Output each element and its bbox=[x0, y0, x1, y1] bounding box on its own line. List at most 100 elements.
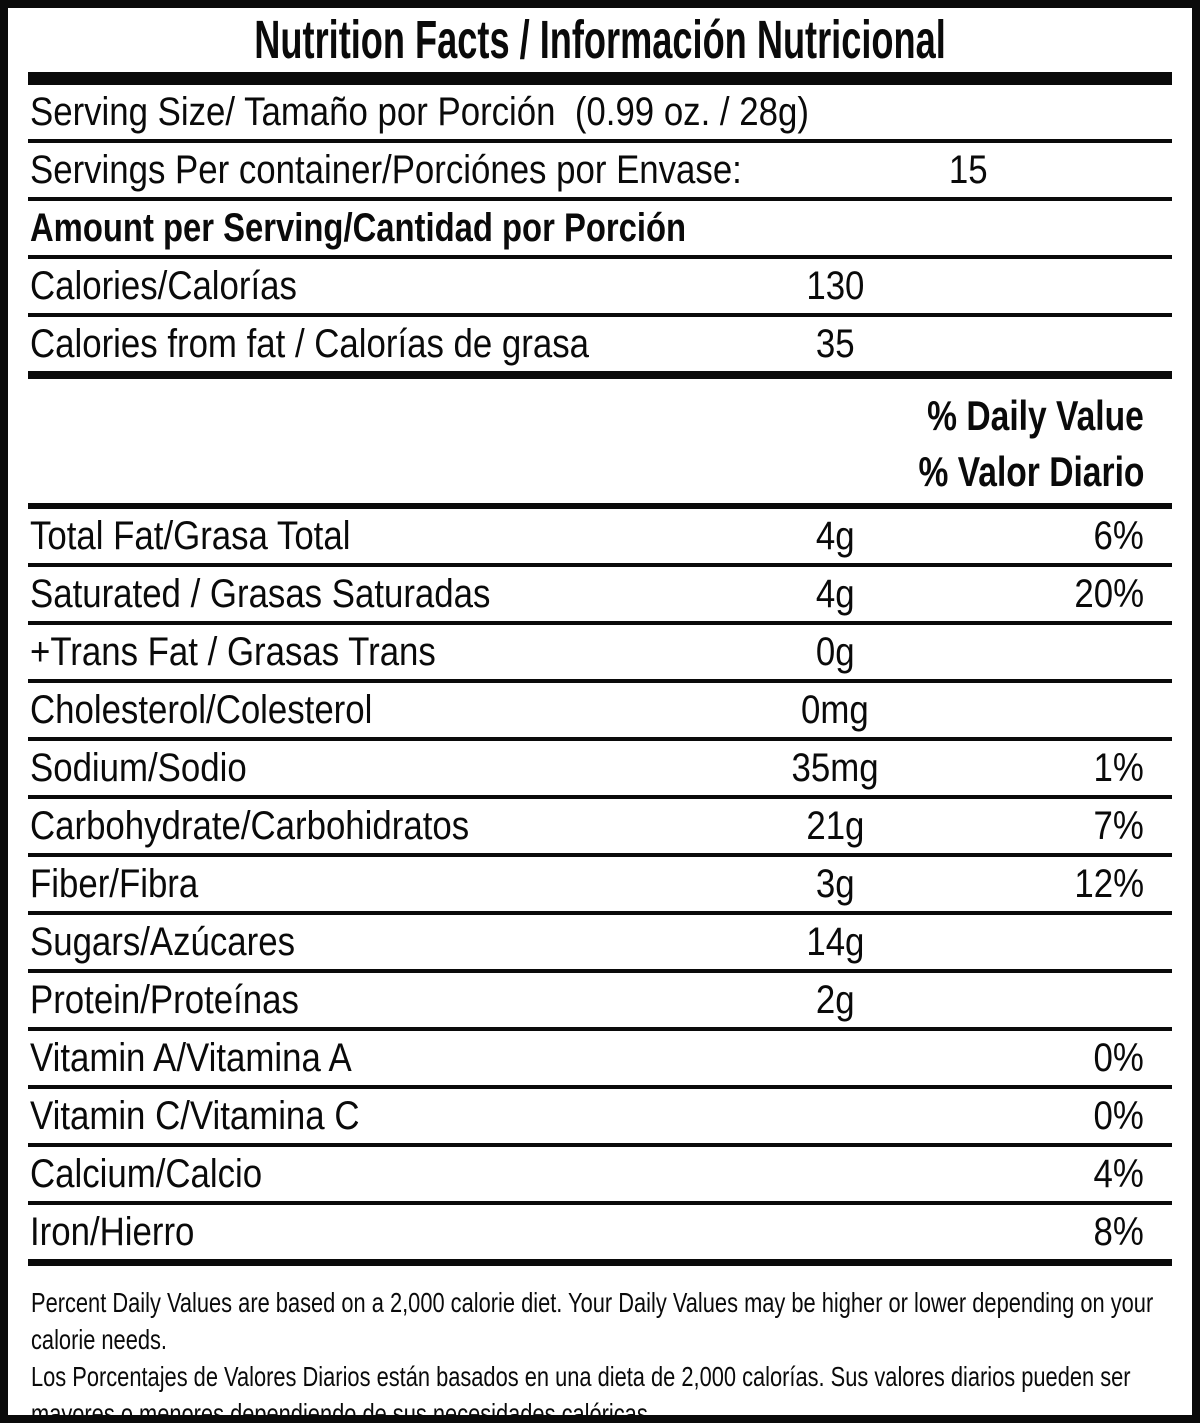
nutrient-row-vitamin-c: Vitamin C/Vitamina C 0% bbox=[28, 1089, 1172, 1147]
nutrient-dv-cell: 20% bbox=[955, 572, 1172, 616]
nutrient-row-total-fat: Total Fat/Grasa Total 4g 6% bbox=[28, 509, 1172, 567]
nutrient-amount-cell: 4g bbox=[715, 514, 955, 558]
nutrient-amount-cell bbox=[715, 1210, 955, 1254]
calories-value: 130 bbox=[805, 264, 865, 308]
nutrient-row-saturated-fat: Saturated / Grasas Saturadas 4g 20% bbox=[28, 567, 1172, 625]
nutrient-label-cell: Vitamin C/Vitamina C bbox=[28, 1094, 715, 1138]
nutrient-label-cell: Iron/Hierro bbox=[28, 1210, 715, 1254]
nutrient-dv: 0% bbox=[1093, 1036, 1144, 1080]
footnote-spanish-text: Los Porcentajes de Valores Diarios están… bbox=[31, 1361, 1131, 1423]
nutrient-row-cholesterol: Cholesterol/Colesterol 0mg bbox=[28, 683, 1172, 741]
calories-row: Calories/Calorías 130 bbox=[28, 259, 1172, 317]
nutrient-label: Fiber/Fibra bbox=[30, 862, 199, 906]
nutrient-dv-cell bbox=[955, 688, 1172, 732]
label-title-block: Nutrition Facts / Información Nutriciona… bbox=[28, 8, 1172, 72]
nutrient-dv-cell bbox=[955, 978, 1172, 1022]
calories-value-cell: 130 bbox=[715, 264, 955, 308]
servings-per-container-row: Servings Per container/Porciónes por Env… bbox=[28, 143, 1172, 201]
calories-from-fat-value-cell: 35 bbox=[715, 322, 955, 366]
nutrient-dv: 6% bbox=[1093, 514, 1144, 558]
nutrient-label-cell: Sodium/Sodio bbox=[28, 746, 715, 790]
nutrient-label: Sugars/Azúcares bbox=[30, 920, 295, 964]
nutrient-row-iron: Iron/Hierro 8% bbox=[28, 1205, 1172, 1266]
nutrient-row-carbohydrate: Carbohydrate/Carbohidratos 21g 7% bbox=[28, 799, 1172, 857]
amount-per-serving-heading-row: Amount per Serving/Cantidad por Porción bbox=[28, 201, 1172, 259]
serving-size-label-cell: Serving Size/ Tamaño por Porción (0.99 o… bbox=[28, 90, 1172, 134]
servings-per-container-value: 15 bbox=[948, 148, 988, 192]
nutrient-label-cell: Fiber/Fibra bbox=[28, 862, 715, 906]
nutrient-label-cell: Protein/Proteínas bbox=[28, 978, 715, 1022]
nutrient-amount-cell: 4g bbox=[715, 572, 955, 616]
serving-size-label: Serving Size/ Tamaño por Porción (0.99 o… bbox=[30, 90, 809, 134]
nutrient-amount: 0g bbox=[815, 630, 855, 674]
footnote-spanish: Los Porcentajes de Valores Diarios están… bbox=[31, 1358, 1172, 1423]
nutrient-dv-cell: 6% bbox=[955, 514, 1172, 558]
nutrient-amount: 0mg bbox=[801, 688, 869, 732]
nutrient-dv-cell bbox=[955, 920, 1172, 964]
nutrient-amount-cell: 35mg bbox=[715, 746, 955, 790]
servings-per-container-label-cell: Servings Per container/Porciónes por Env… bbox=[28, 148, 848, 192]
nutrient-dv-cell: 7% bbox=[955, 804, 1172, 848]
label-title: Nutrition Facts / Información Nutriciona… bbox=[254, 10, 946, 70]
footnote-english: Percent Daily Values are based on a 2,00… bbox=[31, 1284, 1172, 1358]
daily-value-header-es-text: % Valor Diario bbox=[918, 448, 1144, 495]
nutrient-amount-cell: 14g bbox=[715, 920, 955, 964]
nutrient-dv-cell: 0% bbox=[955, 1094, 1172, 1138]
nutrient-amount: 21g bbox=[805, 804, 865, 848]
nutrient-dv-cell: 4% bbox=[955, 1152, 1172, 1196]
nutrient-row-sodium: Sodium/Sodio 35mg 1% bbox=[28, 741, 1172, 799]
nutrient-label-cell: +Trans Fat / Grasas Trans bbox=[28, 630, 715, 674]
nutrient-label: Sodium/Sodio bbox=[30, 746, 247, 790]
calories-from-fat-label-cell: Calories from fat / Calorías de grasa bbox=[28, 322, 715, 366]
calories-label: Calories/Calorías bbox=[30, 264, 297, 308]
daily-value-header-en-text: % Daily Value bbox=[927, 392, 1144, 439]
servings-per-container-label: Servings Per container/Porciónes por Env… bbox=[30, 148, 742, 192]
nutrient-row-vitamin-a: Vitamin A/Vitamina A 0% bbox=[28, 1031, 1172, 1089]
daily-value-header-en: % Daily Value bbox=[28, 393, 1144, 439]
nutrient-dv: 12% bbox=[1074, 862, 1144, 906]
nutrient-amount: 3g bbox=[815, 862, 855, 906]
serving-size-row: Serving Size/ Tamaño por Porción (0.99 o… bbox=[28, 85, 1172, 143]
nutrient-dv-cell: 12% bbox=[955, 862, 1172, 906]
nutrient-label: Carbohydrate/Carbohidratos bbox=[30, 804, 470, 848]
nutrient-label-cell: Sugars/Azúcares bbox=[28, 920, 715, 964]
nutrient-label-cell: Saturated / Grasas Saturadas bbox=[28, 572, 715, 616]
nutrient-label: Vitamin C/Vitamina C bbox=[30, 1094, 360, 1138]
nutrient-dv: 8% bbox=[1093, 1210, 1144, 1254]
nutrient-dv-cell: 1% bbox=[955, 746, 1172, 790]
nutrient-amount-cell: 0mg bbox=[715, 688, 955, 732]
nutrient-label: +Trans Fat / Grasas Trans bbox=[30, 630, 436, 674]
nutrient-label-cell: Calcium/Calcio bbox=[28, 1152, 715, 1196]
nutrient-label: Iron/Hierro bbox=[30, 1210, 195, 1254]
daily-value-header-es: % Valor Diario bbox=[28, 449, 1144, 495]
nutrient-amount-cell: 2g bbox=[715, 978, 955, 1022]
amount-per-serving-heading: Amount per Serving/Cantidad por Porción bbox=[30, 206, 687, 250]
nutrient-label: Saturated / Grasas Saturadas bbox=[30, 572, 491, 616]
calories-label-cell: Calories/Calorías bbox=[28, 264, 715, 308]
nutrient-amount-cell bbox=[715, 1152, 955, 1196]
footnote-english-text: Percent Daily Values are based on a 2,00… bbox=[31, 1287, 1154, 1355]
nutrient-label-cell: Total Fat/Grasa Total bbox=[28, 514, 715, 558]
nutrient-label: Total Fat/Grasa Total bbox=[30, 514, 351, 558]
servings-per-container-value-cell: 15 bbox=[848, 148, 1088, 192]
nutrient-dv-cell bbox=[955, 630, 1172, 674]
nutrient-amount: 4g bbox=[815, 572, 855, 616]
nutrient-row-calcium: Calcium/Calcio 4% bbox=[28, 1147, 1172, 1205]
nutrient-row-trans-fat: +Trans Fat / Grasas Trans 0g bbox=[28, 625, 1172, 683]
nutrient-label: Cholesterol/Colesterol bbox=[30, 688, 373, 732]
nutrient-label: Protein/Proteínas bbox=[30, 978, 299, 1022]
nutrient-amount-cell bbox=[715, 1094, 955, 1138]
title-divider-bar bbox=[28, 72, 1172, 85]
nutrient-label-cell: Vitamin A/Vitamina A bbox=[28, 1036, 715, 1080]
nutrient-dv: 20% bbox=[1074, 572, 1144, 616]
footnote: Percent Daily Values are based on a 2,00… bbox=[28, 1266, 1172, 1423]
amount-per-serving-heading-cell: Amount per Serving/Cantidad por Porción bbox=[28, 206, 1172, 250]
nutrient-amount: 35mg bbox=[791, 746, 879, 790]
calories-from-fat-value: 35 bbox=[815, 322, 855, 366]
nutrient-amount: 4g bbox=[815, 514, 855, 558]
nutrient-amount-cell bbox=[715, 1036, 955, 1080]
nutrient-row-sugars: Sugars/Azúcares 14g bbox=[28, 915, 1172, 973]
calories-from-fat-label: Calories from fat / Calorías de grasa bbox=[30, 322, 589, 366]
nutrient-amount-cell: 21g bbox=[715, 804, 955, 848]
